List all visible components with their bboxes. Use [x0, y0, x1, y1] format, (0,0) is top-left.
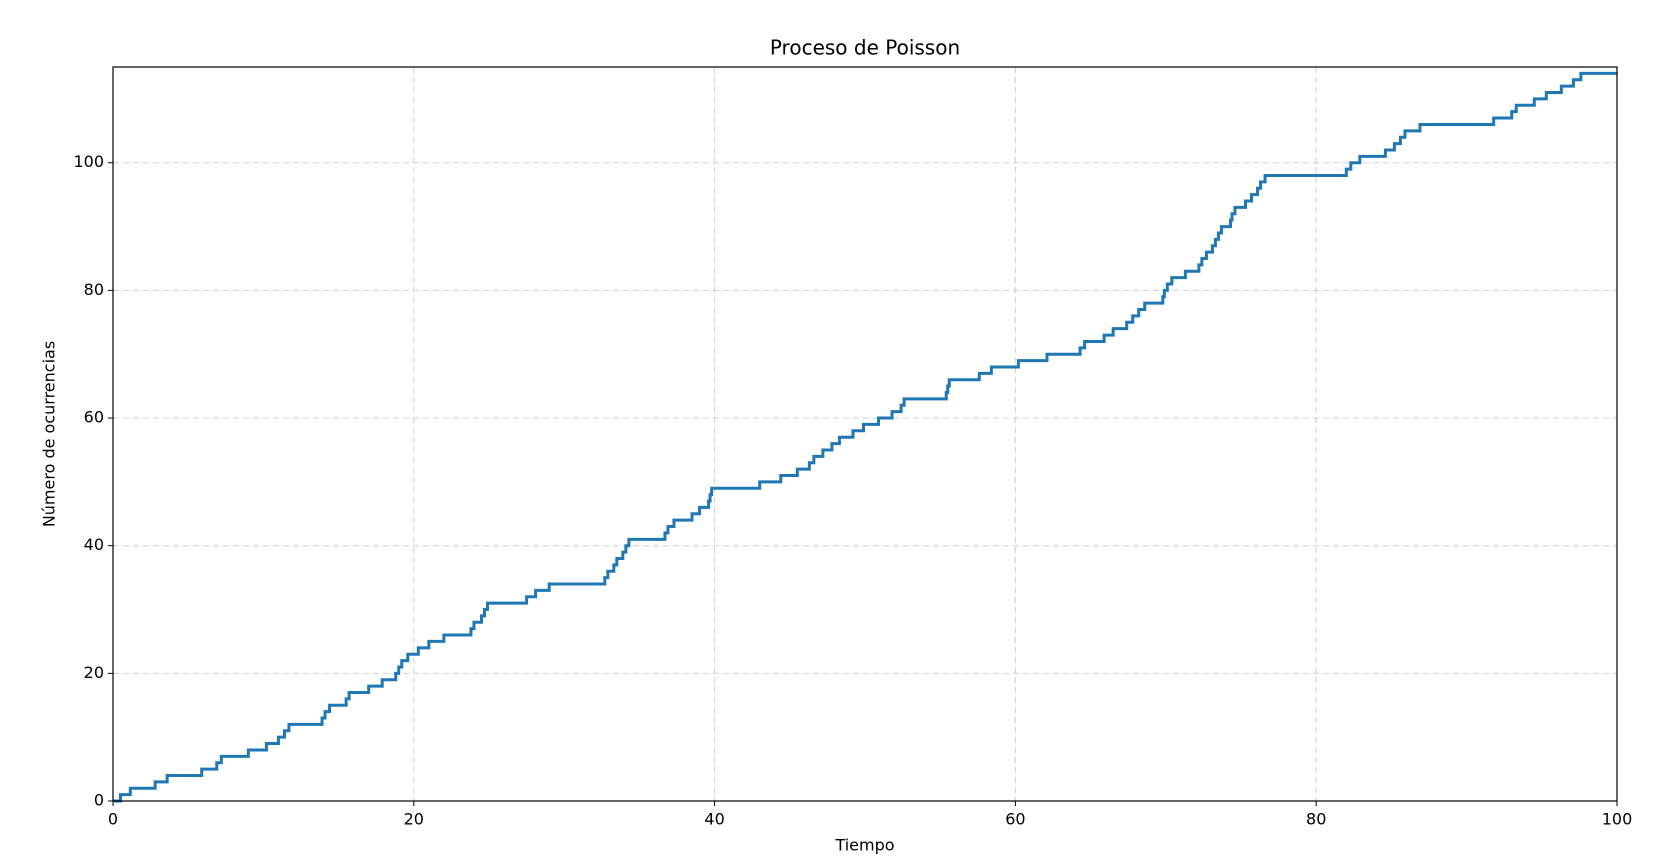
step-line — [113, 71, 1617, 803]
x-tick-label: 80 — [1306, 810, 1326, 829]
plot-frame — [112, 66, 1618, 802]
x-axis-label: Tiempo — [834, 836, 894, 855]
y-tick-label: 60 — [84, 408, 104, 427]
y-axis-label: Número de ocurrencias — [40, 341, 59, 527]
y-tick-label: 40 — [84, 535, 104, 554]
x-tick-label: 0 — [108, 810, 118, 829]
chart-title: Proceso de Poisson — [770, 36, 960, 60]
y-tick-label: 100 — [73, 152, 104, 171]
x-tick-label: 40 — [704, 810, 724, 829]
y-tick-label: 80 — [84, 280, 104, 299]
y-tick-label: 20 — [84, 663, 104, 682]
x-tick-label: 20 — [404, 810, 424, 829]
y-tick-label: 0 — [94, 791, 104, 810]
x-tick-label: 100 — [1602, 810, 1633, 829]
x-tick-label: 60 — [1005, 810, 1025, 829]
